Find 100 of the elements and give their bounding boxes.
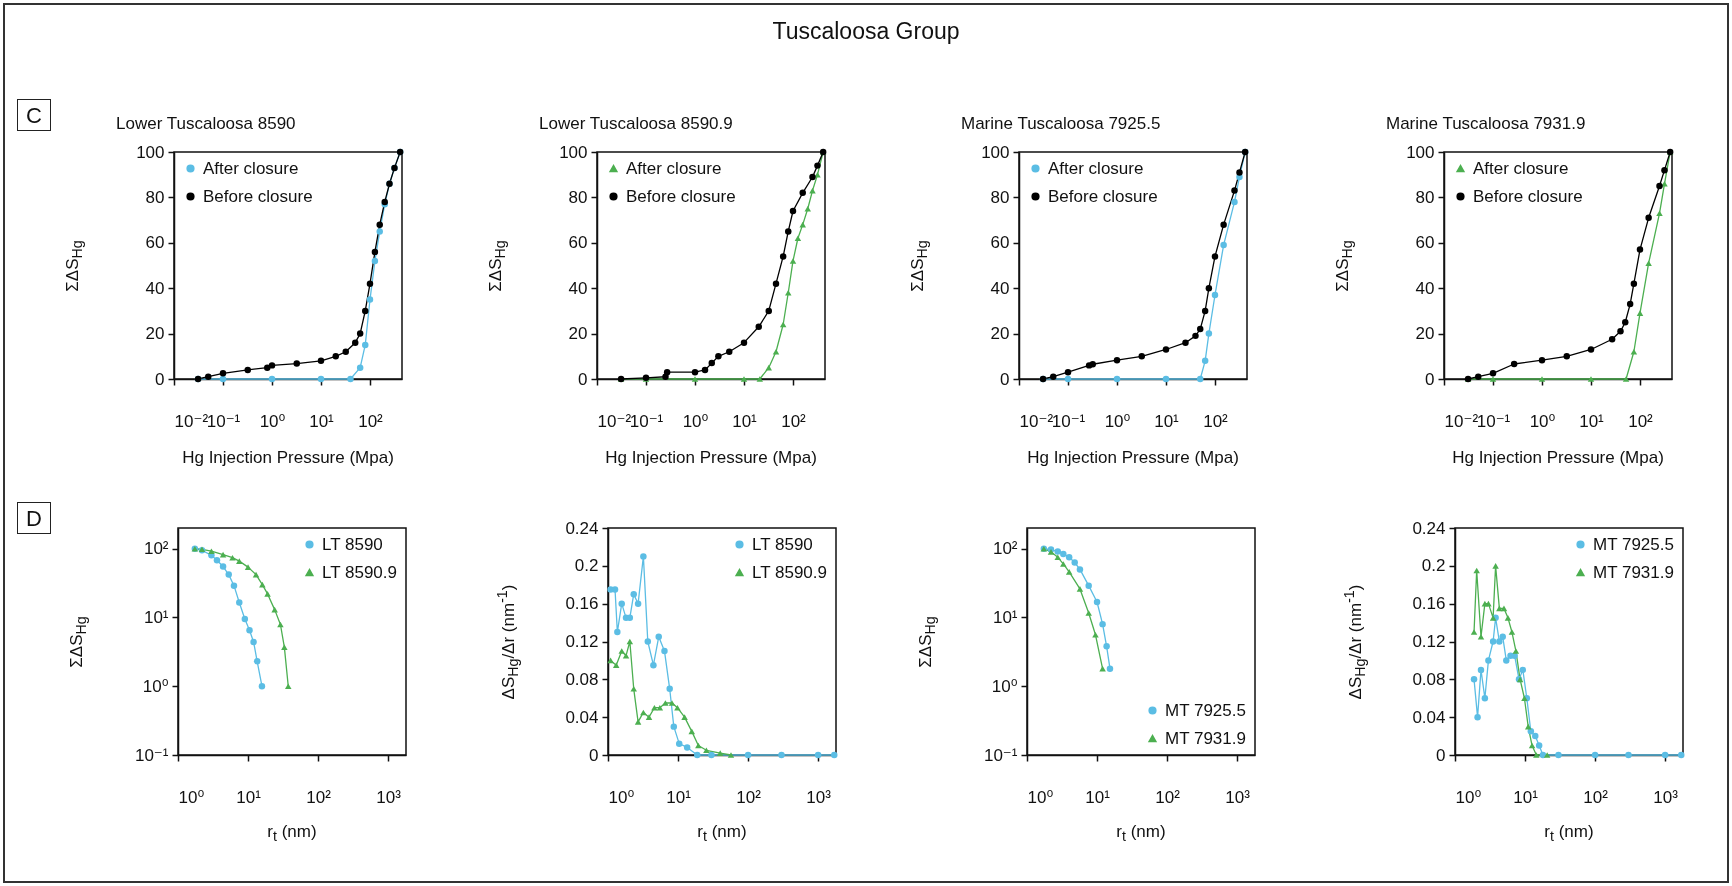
y-tick-label: 0.16 [565,594,599,614]
legend-label: After closure [1473,158,1569,178]
y-tick-label: 10¹ [143,607,169,627]
y-tick-label: 10² [143,539,169,559]
x-tick-label: 10¹ [1085,787,1111,807]
text: C [17,99,51,131]
y-tick-label: 10¹ [992,607,1018,627]
text: Tuscaloosa Group [772,17,960,45]
y-tick-label: 0.12 [565,632,599,651]
y-tick-label: 80 [1415,187,1435,207]
y-tick-label: 40 [990,278,1010,298]
y-tick-label: 0.04 [1412,707,1446,727]
x-tick-label: 10¹ [666,787,692,807]
y-tick-label: 40 [568,278,588,298]
chart-title: Lower Tuscaloosa 8590 [116,114,296,133]
x-tick-label: 10² [358,411,384,431]
x-tick-label: 10⁰ [178,787,205,807]
y-tick-label: 0 [1000,369,1010,389]
y-tick-label: 0.24 [1412,518,1446,538]
x-axis-title: Hg Injection Pressure (Mpa) [1452,447,1664,467]
x-tick-label: 10² [781,411,807,431]
y-tick-label: 40 [145,278,165,298]
legend-label: LT 8590.9 [322,562,397,582]
y-tick-label: 80 [990,187,1010,207]
x-axis-title: r$_{t}$ (nm) [697,821,747,845]
x-tick-label: 10¹ [732,411,758,431]
x-axis-title: Hg Injection Pressure (Mpa) [605,447,817,467]
legend-label: LT 8590.9 [752,562,827,582]
x-tick-label: 10⁻² [1444,411,1479,431]
text: D [17,502,51,534]
legend-label: After closure [1048,158,1144,178]
y-tick-label: 100 [136,142,165,162]
x-tick-label: 10² [736,787,762,807]
y-tick-label: 0.12 [1412,632,1446,651]
legend-label: MT 7931.9 [1593,562,1674,582]
x-tick-label: 10² [1203,411,1229,431]
x-tick-label: 10¹ [1579,411,1605,431]
legend-label: After closure [203,158,299,178]
y-tick-label: 0.24 [565,518,599,538]
y-tick-label: 0.08 [1412,669,1446,689]
y-tick-label: 60 [145,233,165,253]
x-tick-label: 10⁰ [1027,787,1054,807]
x-tick-label: 10² [1155,787,1181,807]
x-tick-label: 10⁰ [1529,411,1556,431]
x-axis-title: Hg Injection Pressure (Mpa) [182,447,394,467]
x-tick-label: 10³ [1653,787,1679,807]
x-tick-label: 10² [306,787,332,807]
x-tick-label: 10³ [806,787,832,807]
x-tick-label: 10² [1628,411,1654,431]
y-tick-label: 100 [981,142,1010,162]
y-tick-label: 10⁻¹ [134,745,169,765]
y-tick-label: 0 [589,745,599,765]
y-tick-label: 80 [145,187,165,207]
y-tick-label: 0 [578,369,588,389]
x-tick-label: 10¹ [236,787,262,807]
y-tick-label: 0.04 [565,707,599,727]
y-tick-label: 20 [145,324,165,344]
y-tick-label: 20 [990,324,1010,344]
y-tick-label: 0 [155,369,165,389]
y-tick-label: 80 [568,187,588,207]
x-tick-label: 10¹ [1513,787,1539,807]
x-axis-title: r$_{t}$ (nm) [267,821,317,845]
y-tick-label: 0 [1436,745,1446,765]
y-tick-label: 10⁰ [991,676,1018,696]
chart-title: Marine Tuscaloosa 7931.9 [1386,114,1586,133]
y-tick-label: 60 [990,233,1010,253]
x-axis-title: Hg Injection Pressure (Mpa) [1027,447,1239,467]
x-tick-label: 10⁻² [1019,411,1054,431]
legend-label: After closure [626,158,722,178]
x-tick-label: 10¹ [309,411,335,431]
y-tick-label: 20 [568,324,588,344]
y-tick-label: 20 [1415,324,1435,344]
y-tick-label: 10⁻¹ [983,745,1018,765]
legend-label: Before closure [626,186,736,206]
legend-label: MT 7931.9 [1165,728,1246,748]
y-tick-label: 0.2 [574,556,599,576]
x-tick-label: 10³ [1225,787,1251,807]
x-tick-label: 10² [1583,787,1609,807]
y-tick-label: 0.2 [1421,556,1446,576]
x-axis-title: r$_{t}$ (nm) [1116,821,1166,845]
legend-label: Before closure [1048,186,1158,206]
y-tick-label: 100 [559,142,588,162]
x-tick-label: 10⁻² [597,411,632,431]
y-tick-label: 100 [1406,142,1435,162]
y-tick-label: 60 [568,233,588,253]
x-tick-label: 10⁻² [174,411,209,431]
chart-title: Marine Tuscaloosa 7925.5 [961,114,1161,133]
y-tick-label: 10⁰ [142,676,169,696]
y-tick-label: 0.08 [565,669,599,689]
legend-label: MT 7925.5 [1593,534,1674,554]
x-axis-title: r$_{t}$ (nm) [1544,821,1594,845]
x-tick-label: 10⁰ [608,787,635,807]
x-tick-label: 10⁰ [1104,411,1131,431]
y-tick-label: 0 [1425,369,1435,389]
y-tick-label: 40 [1415,278,1435,298]
legend-label: MT 7925.5 [1165,700,1246,720]
x-tick-label: 10⁰ [259,411,286,431]
legend-label: LT 8590 [322,534,383,554]
y-tick-label: 10² [992,539,1018,559]
legend-label: LT 8590 [752,534,813,554]
